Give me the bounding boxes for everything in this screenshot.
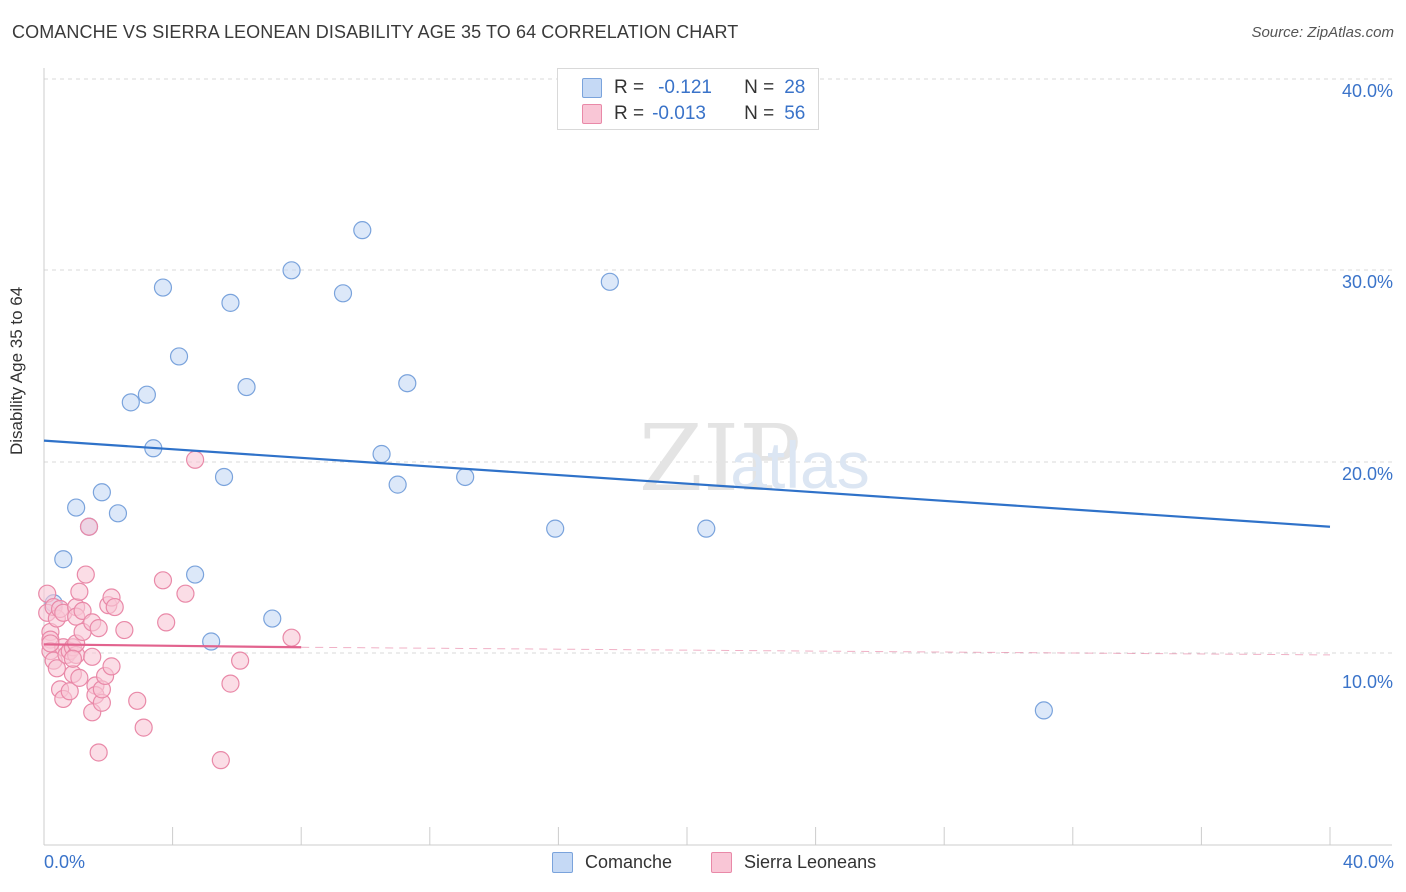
y-tick-label: 40.0%	[1342, 81, 1393, 101]
comanche-point	[372, 444, 391, 464]
grid-layer	[43, 68, 1392, 846]
comanche-point	[54, 550, 73, 569]
legend-n-label: N =	[744, 77, 775, 98]
watermark-atlas: atlas	[730, 428, 869, 502]
sierra-point	[128, 691, 147, 710]
comanche-point	[388, 475, 407, 494]
sierra-point	[211, 751, 230, 770]
comanche-point	[221, 293, 240, 312]
comanche-point	[333, 284, 353, 303]
sierra-point	[79, 517, 99, 536]
legend-r-value: -0.121	[658, 77, 712, 98]
sierra-point	[105, 597, 124, 617]
sierra-point	[63, 649, 83, 668]
sierra-point	[89, 619, 108, 638]
comanche-point	[92, 483, 111, 502]
comanche-point	[398, 374, 417, 393]
sierra-point	[231, 651, 250, 670]
sierra-point	[76, 565, 95, 584]
sierra-trend-extension	[301, 646, 1331, 656]
comanche-point	[108, 504, 128, 523]
comanche-point	[237, 377, 256, 397]
sierra-point	[115, 620, 134, 640]
sierra-point	[60, 682, 79, 701]
comanche-point	[546, 519, 565, 538]
legend-r-label: R =	[614, 103, 645, 124]
comanche-point	[137, 385, 156, 404]
comanche-point	[1034, 701, 1053, 720]
comanche-point	[121, 393, 140, 412]
sierra-point	[134, 718, 153, 737]
legend-item-comanche: Comanche	[552, 852, 672, 873]
sierra-point	[176, 584, 195, 603]
stats-legend: R = -0.121 N = 28 R = -0.013 N = 56	[557, 68, 819, 130]
comanche-point	[697, 519, 716, 538]
comanche-point	[202, 632, 221, 651]
sierra-swatch	[582, 104, 602, 124]
x-tick-label-max: 40.0%	[1342, 852, 1394, 872]
comanche-point	[456, 467, 475, 487]
comanche-point	[214, 467, 234, 487]
sierra-legend-swatch	[711, 852, 732, 873]
points-layer	[38, 221, 1053, 770]
trend-layer	[43, 439, 1331, 656]
sierra-point	[221, 674, 240, 693]
comanche-point	[353, 221, 372, 240]
comanche-trend-line	[43, 439, 1331, 528]
sierra-trend-line	[43, 643, 302, 649]
comanche-point	[263, 609, 282, 628]
sierra-point	[186, 450, 205, 469]
sierra-point	[70, 582, 89, 601]
sierra-point	[47, 659, 66, 678]
comanche-point	[282, 261, 301, 280]
comanche-point	[186, 565, 205, 584]
sierra-point	[153, 571, 173, 590]
comanche-point	[67, 498, 86, 517]
legend-n-value: 56	[784, 103, 806, 124]
y-tick-labels: 10.0% 20.0% 30.0% 40.0%	[1342, 81, 1393, 692]
legend-label-sierra: Sierra Leoneans	[744, 852, 877, 872]
comanche-point	[600, 272, 619, 291]
sierra-point	[102, 657, 121, 676]
series-legend: Comanche Sierra Leoneans	[0, 852, 1406, 878]
comanche-point	[153, 278, 173, 297]
legend-r-value: -0.013	[652, 103, 706, 124]
y-tick-label: 20.0%	[1342, 464, 1393, 484]
sierra-point	[157, 613, 176, 632]
comanche-point	[169, 347, 189, 366]
legend-item-sierra: Sierra Leoneans	[711, 852, 876, 873]
legend-label-comanche: Comanche	[585, 852, 673, 872]
legend-row-sierra: R = -0.013 N = 56	[582, 102, 805, 126]
watermark-zip: ZIP	[639, 405, 801, 512]
sierra-point	[70, 668, 89, 687]
y-tick-label: 30.0%	[1342, 272, 1393, 292]
source-label: Source: ZipAtlas.com	[1251, 24, 1394, 41]
sierra-point	[89, 743, 108, 762]
legend-n-label: N =	[744, 103, 775, 124]
x-tick-label-min: 0.0%	[44, 852, 86, 872]
legend-row-comanche: R = -0.121 N = 28	[582, 76, 805, 100]
sierra-point	[83, 647, 102, 666]
y-tick-label: 10.0%	[1342, 672, 1393, 692]
legend-n-value: 28	[784, 77, 806, 98]
comanche-legend-swatch	[552, 852, 573, 873]
comanche-swatch	[582, 78, 602, 98]
chart-title: COMANCHE VS SIERRA LEONEAN DISABILITY AG…	[12, 22, 739, 42]
legend-r-label: R =	[614, 77, 645, 98]
y-axis-label: Disability Age 35 to 64	[7, 286, 26, 455]
sierra-point	[282, 628, 301, 647]
